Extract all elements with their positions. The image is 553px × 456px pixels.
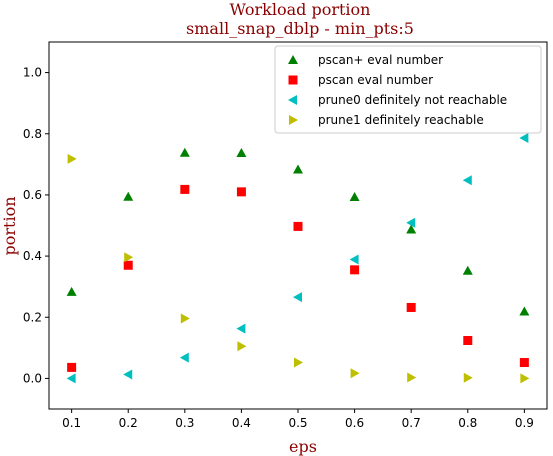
legend-box [274,45,542,134]
legend-marker-0 [288,55,298,64]
y-tick-label: 0.0 [23,371,42,385]
data-point-series-3 [237,341,247,352]
data-point-series-3 [124,252,134,263]
y-axis-label: portion [0,196,19,255]
data-point-series-0 [349,192,360,202]
data-point-series-2 [293,292,302,303]
data-point-series-1 [67,362,77,372]
data-point-series-3 [463,372,473,383]
legend-label-3: prune1 definitely reachable [318,113,484,127]
data-point-series-1 [406,302,416,312]
data-point-series-3 [350,368,360,379]
data-point-series-1 [293,221,303,231]
data-point-series-3 [67,153,77,164]
legend-marker-1 [288,75,298,85]
data-point-series-2 [349,254,359,265]
x-tick-label: 0.8 [458,416,477,430]
y-tick-label: 0.6 [23,188,42,202]
data-point-series-0 [462,265,473,275]
data-point-series-0 [236,148,247,158]
x-axis-label: eps [289,437,317,456]
y-tick-label: 0.2 [23,310,42,324]
data-point-series-0 [123,191,134,201]
y-tick-label: 0.8 [23,127,42,141]
data-point-series-0 [406,224,417,234]
chart-subtitle: small_snap_dblp - min_pts:5 [186,19,414,38]
data-point-series-3 [180,313,190,324]
data-point-series-0 [66,286,77,296]
legend-marker-2 [288,95,297,105]
legend-label-2: prune0 definitely not reachable [318,93,507,107]
x-tick-label: 0.9 [515,416,534,430]
x-axis: 0.1 0.2 0.3 0.4 0.5 0.6 0.7 0.8 0.9 [62,409,534,430]
data-point-series-1 [463,335,473,345]
data-point-series-3 [520,373,530,384]
data-point-series-0 [179,147,190,157]
legend-marker-3 [289,115,298,125]
data-point-series-2 [236,323,246,334]
x-tick-label: 0.7 [402,416,421,430]
data-point-series-1 [180,184,190,194]
x-tick-label: 0.3 [175,416,194,430]
data-points [66,133,530,384]
legend: pscan+ eval number pscan eval number prune… [274,45,542,134]
chart-title: Workload portion [230,0,371,19]
data-point-series-2 [406,217,416,228]
x-tick-label: 0.6 [345,416,364,430]
x-tick-label: 0.1 [62,416,81,430]
data-point-series-2 [66,373,76,384]
x-tick-label: 0.4 [232,416,251,430]
x-tick-label: 0.2 [119,416,138,430]
x-tick-label: 0.5 [288,416,307,430]
y-tick-label: 0.4 [23,249,42,263]
data-point-series-1 [519,358,529,368]
legend-label-1: pscan eval number [318,73,433,87]
data-point-series-2 [123,369,133,380]
data-point-series-2 [519,133,529,144]
data-point-series-1 [236,187,246,197]
data-point-series-2 [462,175,472,186]
data-point-series-0 [293,164,303,174]
data-point-series-3 [294,357,303,368]
data-point-series-2 [179,352,189,363]
data-point-series-0 [519,306,530,316]
data-point-series-1 [123,260,133,270]
y-axis: 0.0 0.2 0.4 0.6 0.8 1.0 [23,66,49,385]
data-point-series-3 [407,372,417,383]
legend-label-0: pscan+ eval number [318,53,443,67]
y-tick-label: 1.0 [23,66,42,80]
data-point-series-1 [350,265,360,275]
